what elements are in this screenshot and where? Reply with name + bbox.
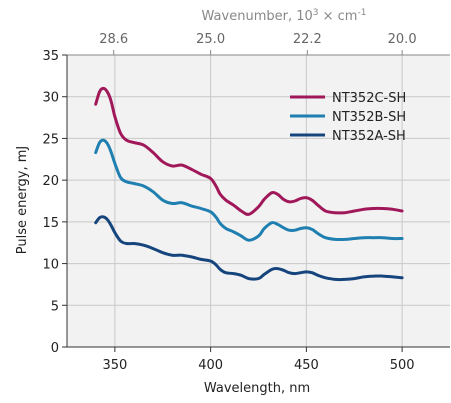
y-tick-label: 35 [42,49,59,64]
x-tick-label: 500 [390,358,415,373]
y-tick-label: 0 [51,341,59,356]
top-axis-title-prefix: Wavenumber, 10 [202,9,313,24]
x-axis-title: Wavelength, nm [204,381,310,396]
series-line-nt352b-sh [94,138,404,242]
top-tick-label: 22.2 [293,32,322,47]
y-tick-label: 5 [51,299,59,314]
top-axis-title-suffix: × cm [319,9,358,24]
top-tick-label: 25.0 [196,32,225,47]
y-tick-label: 15 [42,216,59,231]
top-tick-label: 28.6 [99,32,128,47]
y-tick-label: 30 [42,91,59,106]
legend-label-nt352b-sh: NT352B-SH [332,110,406,125]
y-tick-label: 20 [42,174,59,189]
y-axis-title: Pulse energy, mJ [15,146,30,254]
svg-text:Wavenumber, 103 × cm-1: Wavenumber, 103 × cm-1 [202,8,367,24]
x-tick-label: 450 [294,358,319,373]
legend-label-nt352c-sh: NT352C-SH [332,91,406,106]
series-line-nt352a-sh [94,215,404,282]
series-line-nt352c-sh [94,86,404,216]
top-axis-title: Wavenumber, 103 × cm-1 [202,8,367,24]
top-axis-title-exp: 3 [313,8,319,18]
top-axis-title-unit-exp: -1 [357,8,366,18]
legend-label-nt352a-sh: NT352A-SH [332,129,406,144]
plot-background [67,55,450,347]
y-tick-label: 10 [42,258,59,273]
x-tick-label: 350 [102,358,127,373]
top-tick-label: 20.0 [388,32,417,47]
x-tick-label: 400 [198,358,223,373]
y-tick-label: 25 [42,132,59,147]
